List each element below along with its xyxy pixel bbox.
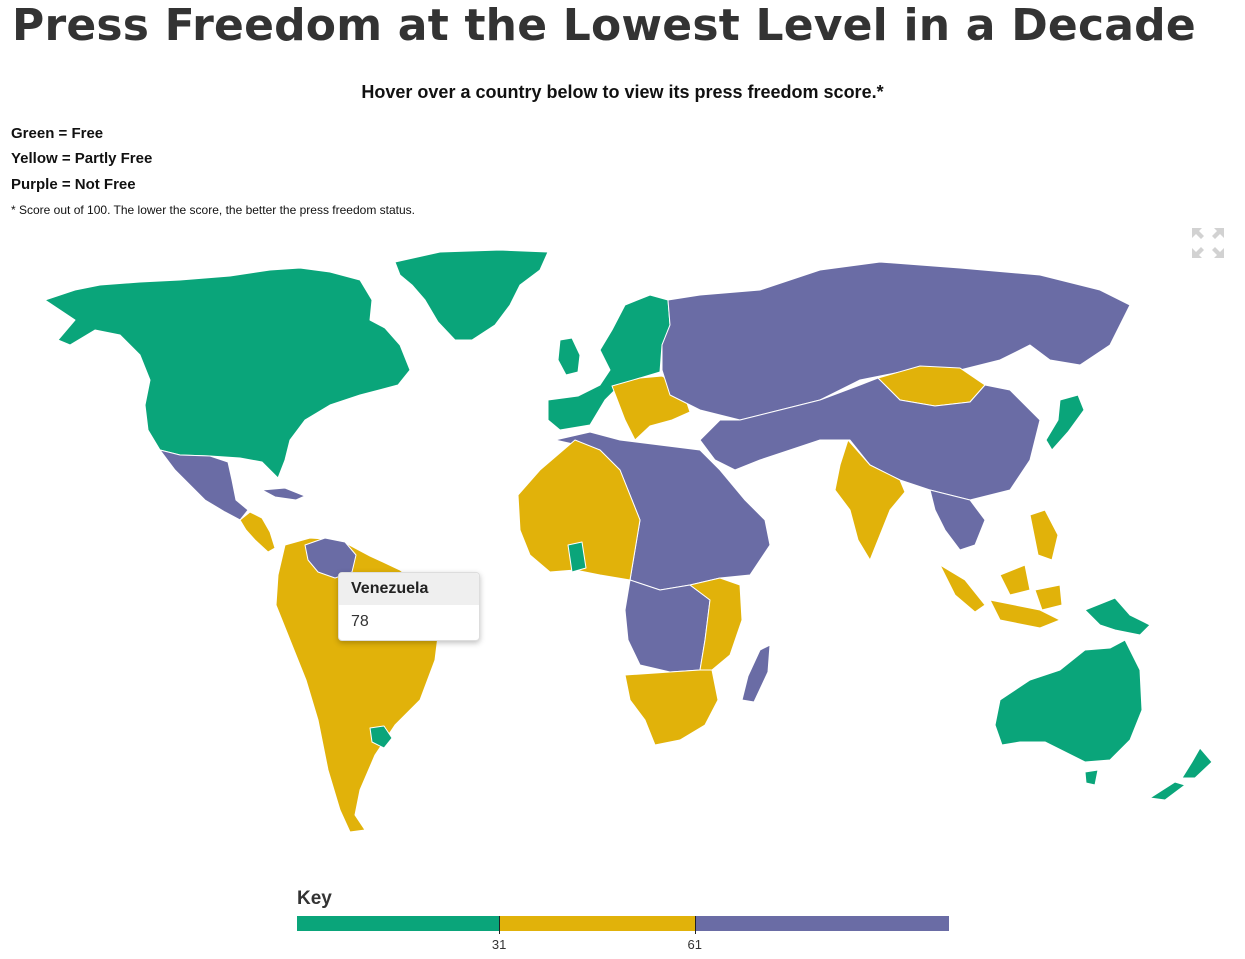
tooltip-country-name: Venezuela [339,573,479,605]
legend-partly-free: Yellow = Partly Free [11,150,153,167]
region-tasmania[interactable] [1084,769,1099,786]
fullscreen-button[interactable] [1190,226,1226,260]
region-southeast-asia[interactable] [929,489,986,551]
fullscreen-expand-icon [1192,228,1224,258]
country-tooltip: Venezuela 78 [338,572,480,641]
page-title: Press Freedom at the Lowest Level in a D… [12,0,1196,51]
region-greenland[interactable] [394,249,549,341]
region-east-africa[interactable] [689,577,743,671]
region-central-africa[interactable] [624,579,711,673]
region-southern-africa[interactable] [624,669,719,746]
page-subtitle: Hover over a country below to view its p… [361,82,884,102]
key-segment-partly-free [499,916,695,931]
legend-free: Green = Free [11,125,104,142]
region-japan[interactable] [1045,394,1085,451]
region-india[interactable] [834,439,906,561]
region-new-zealand[interactable] [1149,747,1213,801]
key-label-61: 61 [687,937,702,952]
region-australia[interactable] [994,639,1143,763]
region-north-america[interactable] [44,267,411,479]
region-central-america[interactable] [239,511,276,553]
key-color-bar [297,916,949,931]
key-tick-31 [499,916,501,934]
key-segment-not-free [694,916,949,931]
region-russia[interactable] [661,261,1131,421]
world-map [44,249,1213,833]
key-segment-free [297,916,500,931]
tooltip-score: 78 [351,613,369,630]
region-indonesia[interactable] [939,564,1063,629]
region-madagascar[interactable] [741,644,771,703]
region-cuba[interactable] [261,487,306,501]
region-mexico[interactable] [159,449,249,521]
region-british-isles[interactable] [557,337,581,376]
key-tick-61 [694,916,696,934]
region-uruguay[interactable] [369,725,393,749]
region-ghana[interactable] [567,541,587,573]
key-label-31: 31 [491,937,507,952]
key-title: Key [297,888,332,909]
legend-not-free: Purple = Not Free [11,176,136,193]
region-papua-new-guinea[interactable] [1084,597,1151,636]
region-philippines[interactable] [1029,509,1059,561]
score-footnote: * Score out of 100. The lower the score,… [11,203,415,217]
